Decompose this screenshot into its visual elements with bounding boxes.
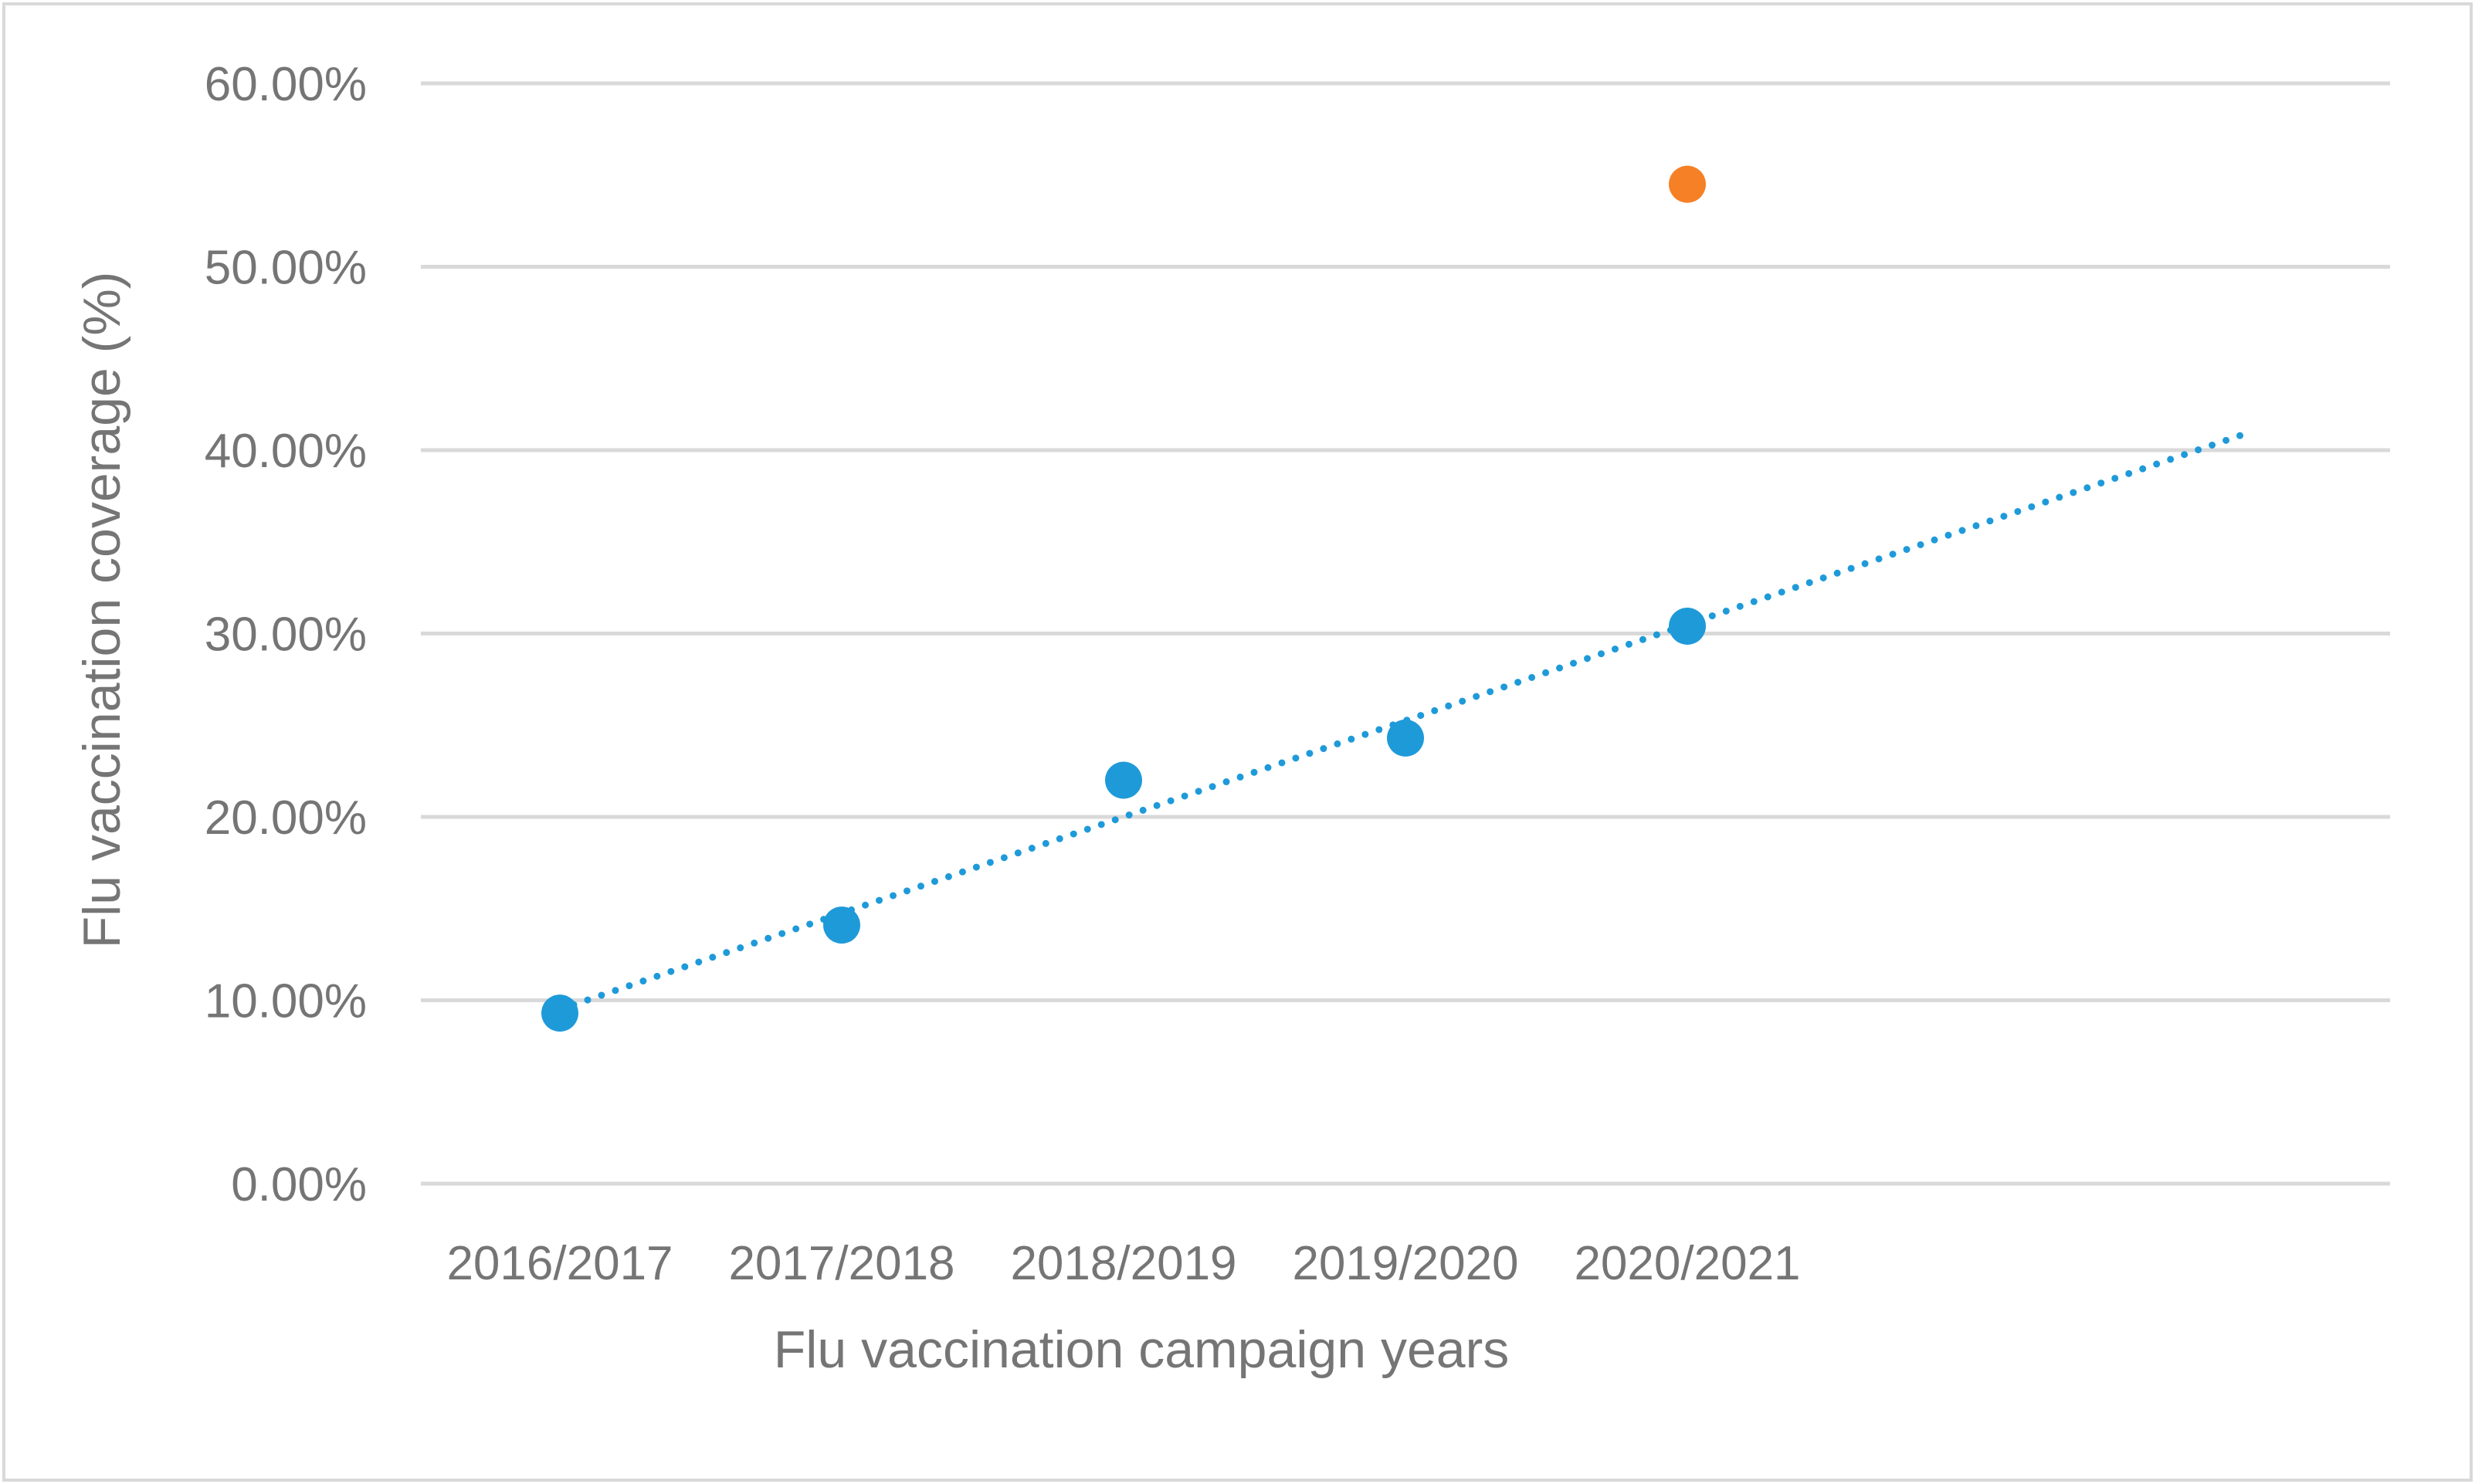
gridlines [421, 81, 2390, 1186]
x-tick-label: 2016/2017 [446, 1237, 673, 1290]
y-tick-label: 60.00% [205, 58, 367, 111]
x-axis-title: Flu vaccination campaign years [774, 1320, 1509, 1379]
x-tick-label: 2020/2021 [1574, 1237, 1800, 1290]
data-point [823, 906, 860, 944]
y-tick-label: 20.00% [205, 791, 367, 845]
y-axis-title: Flu vaccination coverage (%) [73, 272, 131, 949]
x-axis-tick-labels: 2016/2017 2017/2018 2018/2019 2019/2020 2020… [446, 1237, 1800, 1290]
data-point [1105, 761, 1142, 799]
y-axis-tick-labels: 0.00% 10.00% 20.00% 30.00% 40.00% 50.00% 60.00… [205, 58, 367, 1211]
data-point [1669, 165, 1706, 203]
data-point [1669, 608, 1706, 645]
data-point [541, 994, 578, 1032]
data-points [541, 165, 1706, 1032]
y-tick-label: 30.00% [205, 608, 367, 662]
data-point [1387, 719, 1424, 757]
y-tick-label: 10.00% [205, 975, 367, 1028]
y-tick-label: 40.00% [205, 425, 367, 478]
x-tick-label: 2017/2018 [728, 1237, 954, 1290]
x-tick-label: 2018/2019 [1010, 1237, 1236, 1290]
y-tick-label: 50.00% [205, 242, 367, 295]
y-tick-label: 0.00% [231, 1158, 367, 1211]
x-tick-label: 2019/2020 [1292, 1237, 1518, 1290]
